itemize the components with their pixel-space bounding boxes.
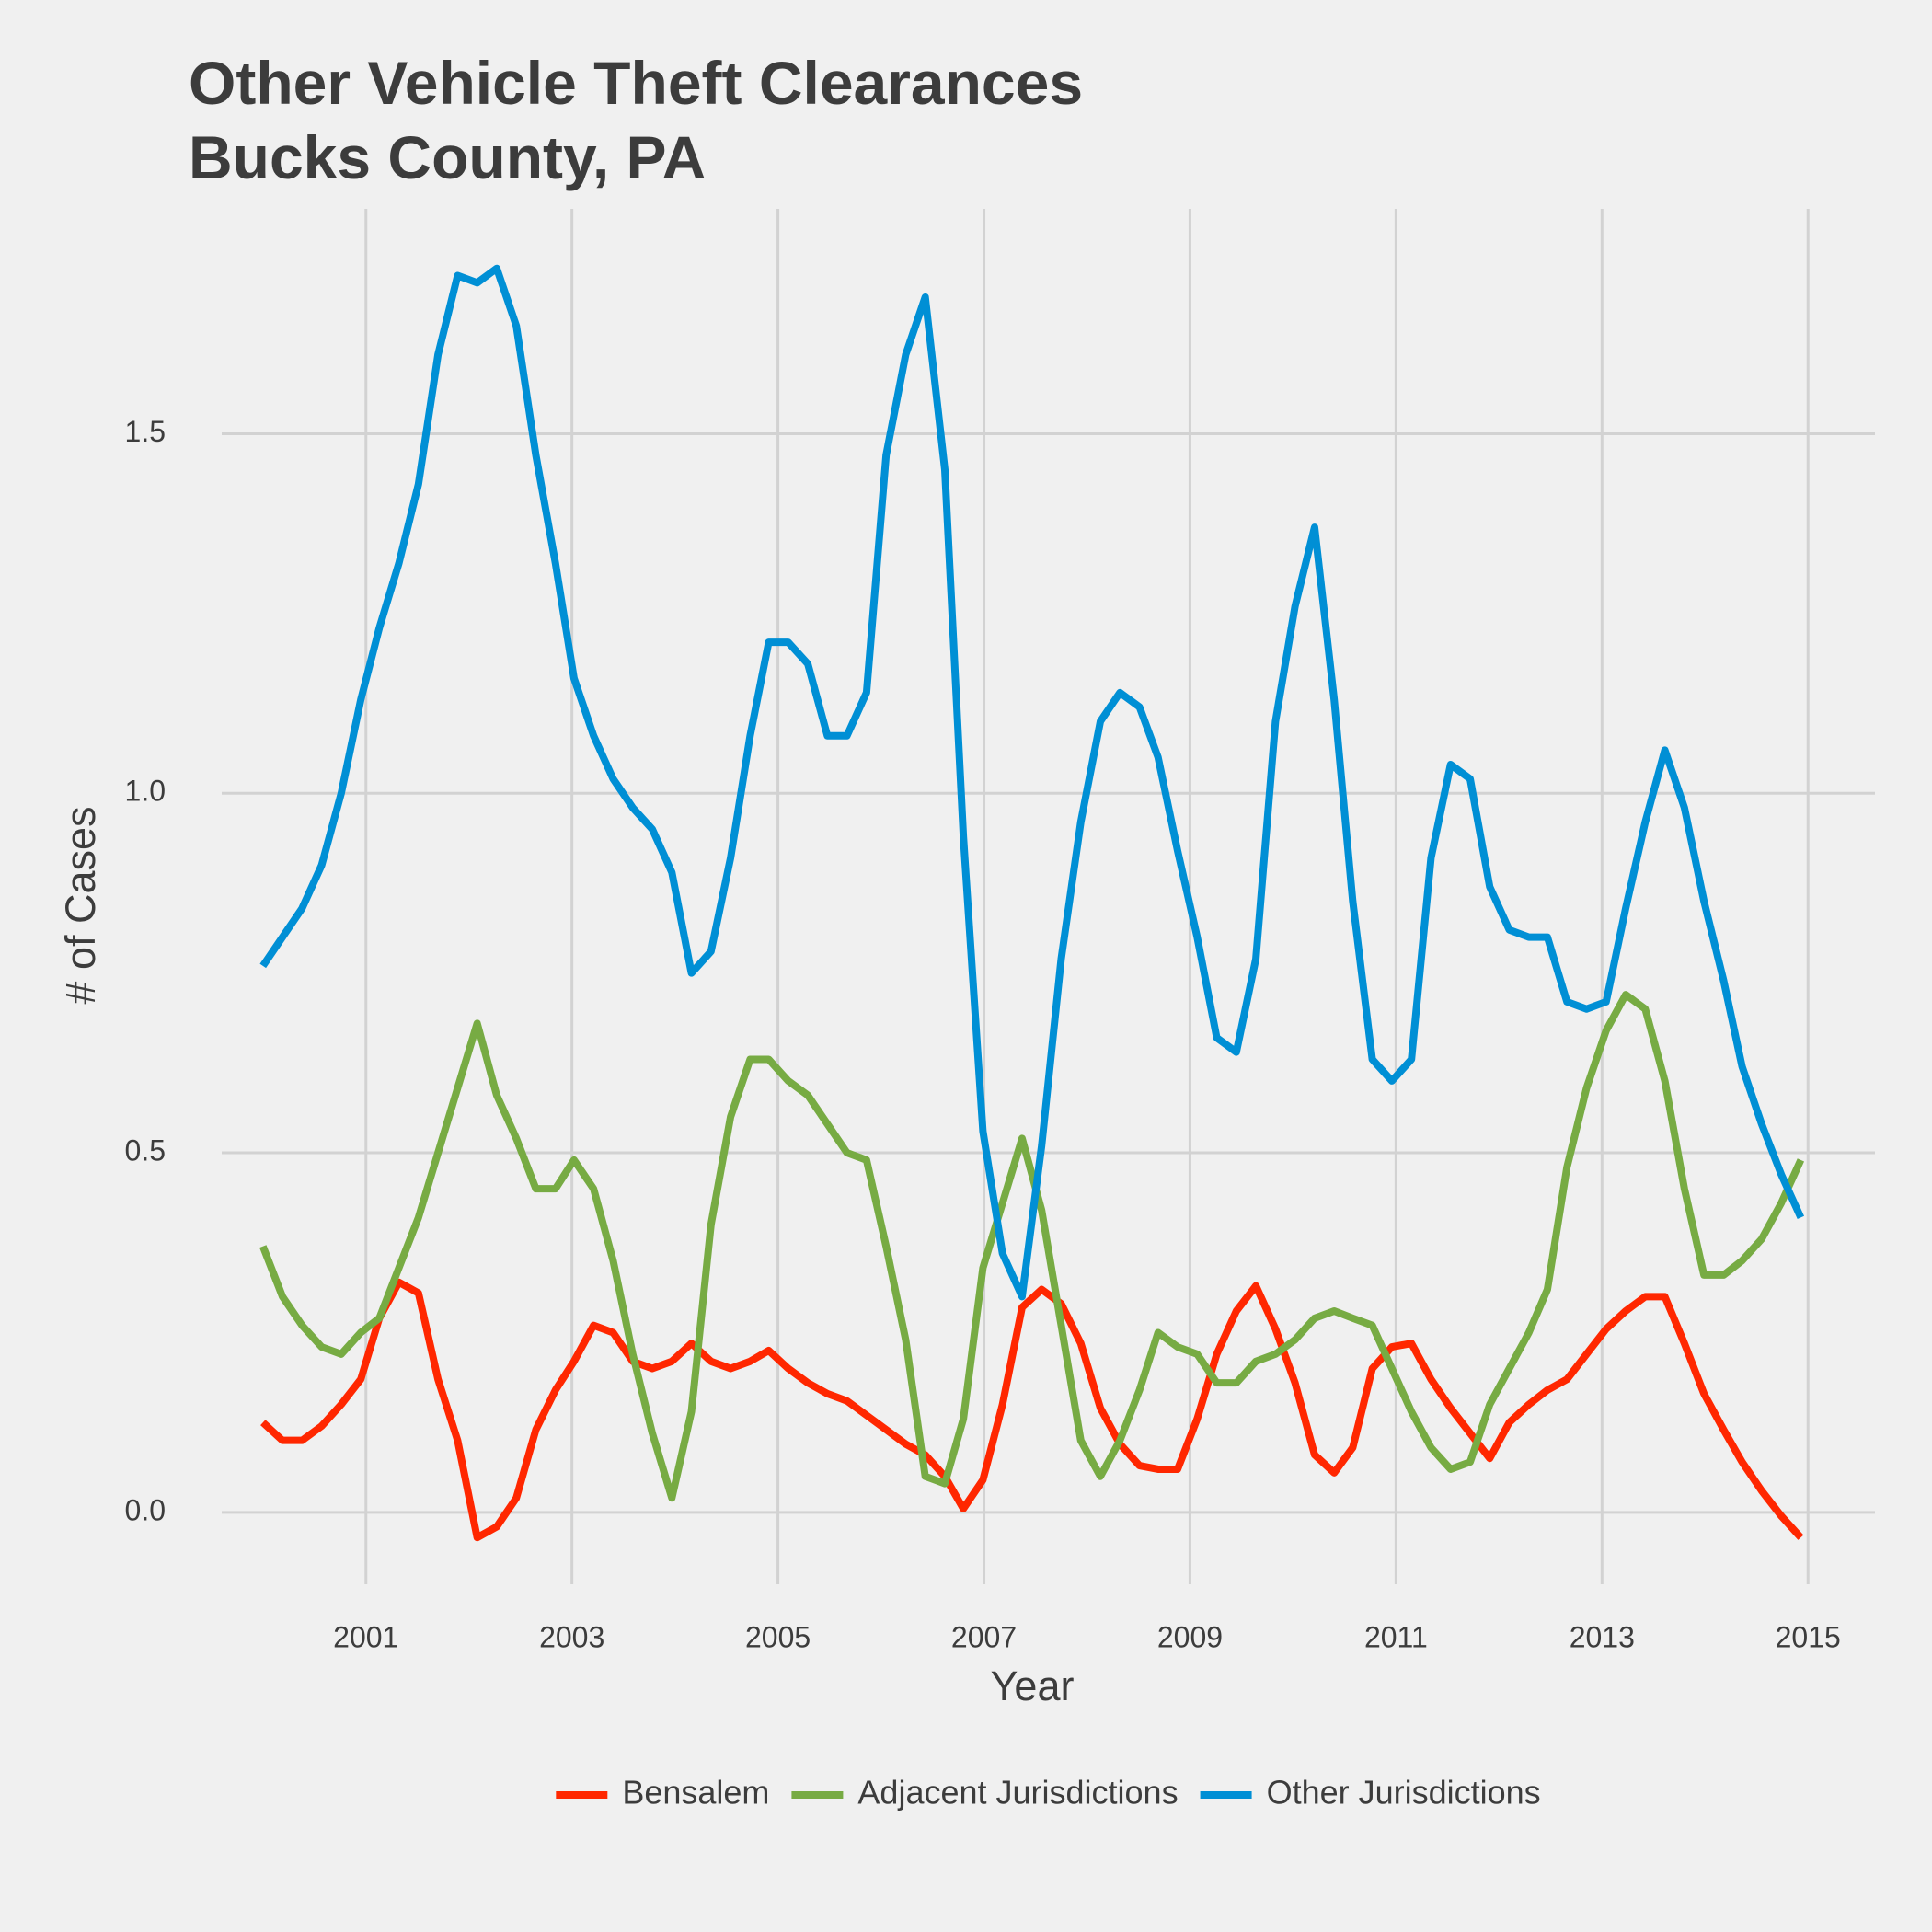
- x-axis-title: Year: [991, 1662, 1075, 1709]
- x-tick-label: 2015: [1776, 1620, 1841, 1653]
- x-tick-label: 2007: [951, 1620, 1017, 1653]
- x-tick-label: 2003: [539, 1620, 604, 1653]
- legend-label: Other Jurisdictions: [1267, 1774, 1541, 1811]
- x-tick-label: 2009: [1157, 1620, 1223, 1653]
- legend-item: Other Jurisdictions: [1200, 1774, 1541, 1811]
- grid: 0.0 0.5 1.0 1.5 2001 2003 2005 2007 2009 2011 2013…: [125, 209, 1875, 1653]
- legend-item: Bensalem: [556, 1774, 769, 1811]
- y-tick-label: 0.5: [125, 1134, 166, 1167]
- legend-label: Adjacent Jurisdictions: [857, 1774, 1178, 1811]
- x-tick-label: 2005: [745, 1620, 811, 1653]
- legend: Bensalem Adjacent Jurisdictions Other Juri…: [556, 1774, 1541, 1811]
- y-tick-label: 1.5: [125, 415, 166, 448]
- y-axis-title: # of Cases: [57, 806, 104, 1004]
- y-tick-label: 1.0: [125, 775, 166, 808]
- x-tick-label: 2013: [1570, 1620, 1635, 1653]
- chart-title: Bucks County, PA: [189, 123, 706, 191]
- chart-title: Other Vehicle Theft Clearances: [189, 49, 1083, 117]
- series-line: [259, 991, 1805, 1502]
- y-tick-label: 0.0: [125, 1493, 166, 1526]
- lines: [259, 264, 1805, 1542]
- x-tick-label: 2001: [333, 1620, 398, 1653]
- legend-label: Bensalem: [622, 1774, 769, 1811]
- series-line: [260, 1278, 1804, 1542]
- series-line: [259, 264, 1805, 1301]
- x-tick-label: 2011: [1364, 1620, 1428, 1653]
- legend-item: Adjacent Jurisdictions: [791, 1774, 1179, 1811]
